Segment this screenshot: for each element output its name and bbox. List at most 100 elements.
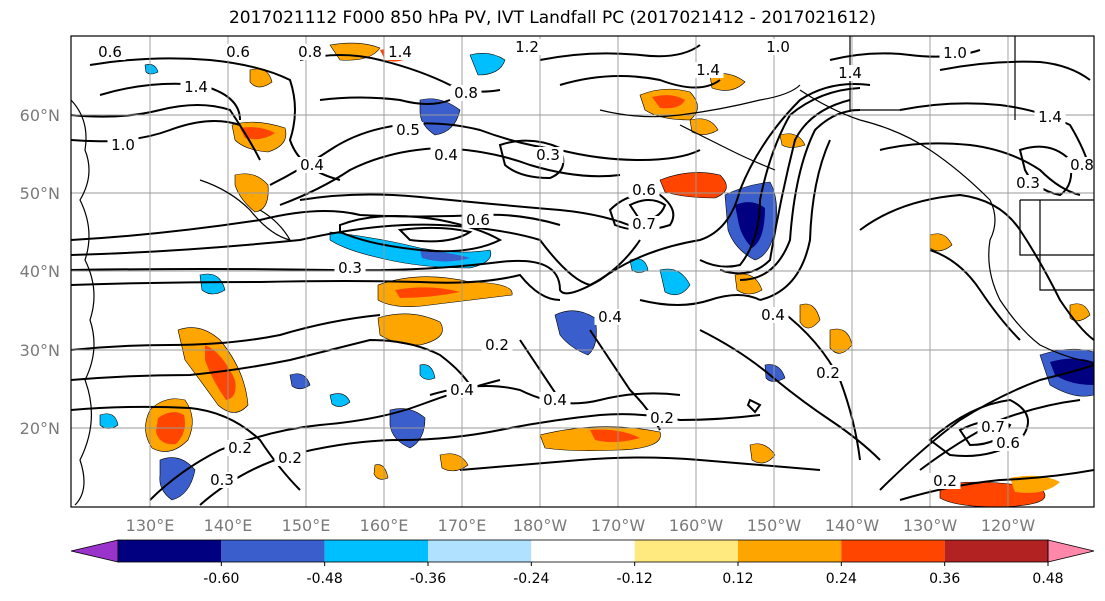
contour-label-bg — [481, 337, 513, 353]
colorbar-tick-label: 0.48 — [1032, 571, 1063, 587]
contour-label-bg — [511, 39, 543, 55]
lat-label: 20°N — [20, 419, 60, 438]
colorbar-tick-label: -0.24 — [513, 571, 549, 587]
lon-label: 140°E — [204, 516, 253, 535]
contour-label-bg — [206, 472, 238, 488]
colorbar-tick-label: -0.60 — [203, 571, 239, 587]
contour-label-bg — [462, 212, 494, 228]
colorbar-segment — [841, 540, 945, 562]
lat-label: 40°N — [20, 262, 60, 281]
contour-label: 0.6 — [466, 211, 490, 229]
contour-label: 0.3 — [210, 471, 234, 489]
contour-label-bg — [646, 410, 678, 426]
lon-label: 170°E — [438, 516, 487, 535]
contour-label-bg — [628, 216, 660, 232]
contour-label-bg — [180, 79, 212, 95]
contour-label-bg — [628, 182, 660, 198]
contour-label: 0.6 — [98, 43, 122, 61]
contour-label: 0.6 — [996, 434, 1020, 452]
lon-label: 160°E — [360, 516, 409, 535]
map-frame — [70, 35, 1095, 508]
lon-label: 180°W — [513, 516, 568, 535]
ivt-contour-lines — [71, 44, 1094, 506]
lon-label: 120°W — [981, 516, 1036, 535]
colorbar-segment — [738, 540, 842, 562]
contour-label: 0.2 — [278, 449, 302, 467]
contour-label-bg — [594, 309, 626, 325]
contour-label-bg — [294, 44, 326, 60]
contour-label: 0.4 — [450, 381, 474, 399]
colorbar-tick-label: 0.12 — [722, 571, 753, 587]
latitude-labels: 60°N 50°N 40°N 30°N 20°N — [20, 106, 60, 438]
contour-label-bg — [1066, 157, 1098, 173]
contour-label: 0.2 — [816, 364, 840, 382]
colorbar-frame — [117, 539, 1049, 563]
contour-label-bg — [929, 473, 961, 489]
contour-label-bg — [296, 157, 328, 173]
lon-label: 170°W — [591, 516, 646, 535]
contour-label-bg — [334, 260, 366, 276]
contour-label: 1.4 — [838, 64, 862, 82]
contour-label-bg — [392, 122, 424, 138]
contour-label: 0.7 — [981, 418, 1005, 436]
colorbar-segment — [324, 540, 428, 562]
contour-label: 1.4 — [184, 78, 208, 96]
colorbar-segment — [634, 540, 738, 562]
contour-label: 1.0 — [766, 38, 790, 56]
lat-label: 50°N — [20, 184, 60, 203]
colorbar-tick-label: -0.48 — [307, 571, 343, 587]
colorbar-tick-label: 0.36 — [929, 571, 960, 587]
contour-label: 0.4 — [434, 146, 458, 164]
lat-label: 60°N — [20, 106, 60, 125]
colorbar-extend-min — [70, 539, 119, 563]
contour-label-bg — [274, 450, 306, 466]
colorbar-tick-label: 0.24 — [826, 571, 857, 587]
colorbar-segment — [428, 540, 532, 562]
contour-label-bg — [1012, 175, 1044, 191]
contour-label: 0.7 — [632, 215, 656, 233]
lon-label: 130°W — [903, 516, 958, 535]
lon-label: 160°W — [669, 516, 724, 535]
coastlines — [71, 36, 1094, 506]
contour-label: 0.4 — [543, 391, 567, 409]
contour-label: 0.2 — [485, 336, 509, 354]
contour-label: 0.2 — [650, 409, 674, 427]
contour-label-bg — [1034, 109, 1066, 125]
contour-label: 1.0 — [943, 44, 967, 62]
contour-label: 0.4 — [761, 306, 785, 324]
lon-label: 130°E — [126, 516, 175, 535]
contour-label-bg — [692, 62, 724, 78]
contour-label-bg — [992, 435, 1024, 451]
contour-label: 0.3 — [1016, 174, 1040, 192]
lat-label: 30°N — [20, 341, 60, 360]
contour-label: 0.8 — [298, 43, 322, 61]
contour-label-bg — [430, 147, 462, 163]
contour-label: 0.8 — [1070, 156, 1094, 174]
contour-label-bg — [539, 392, 571, 408]
contour-label-bg — [107, 137, 139, 153]
contour-label: 0.4 — [598, 308, 622, 326]
colorbar-segment — [118, 540, 222, 562]
colorbar-extend-max — [1047, 539, 1095, 563]
contour-label: 0.6 — [226, 43, 250, 61]
contour-label: 1.0 — [111, 136, 135, 154]
contour-label-bg — [812, 365, 844, 381]
contour-label-bg — [834, 65, 866, 81]
contour-label: 0.5 — [396, 121, 420, 139]
contour-label-bg — [977, 419, 1009, 435]
contour-label: 0.4 — [300, 156, 324, 174]
colorbar: -0.60 -0.48 -0.36 -0.24 -0.12 0.12 0.24 0.36 0.4… — [70, 539, 1095, 587]
contour-label: 0.3 — [536, 146, 560, 164]
contour-label-bg — [222, 44, 254, 60]
contour-label: 1.4 — [388, 43, 412, 61]
contour-label-bg — [762, 39, 794, 55]
contour-label: 1.4 — [1038, 108, 1062, 126]
contour-label: 0.8 — [454, 84, 478, 102]
contour-label: 0.2 — [228, 439, 252, 457]
contour-label-bg — [939, 45, 971, 61]
contour-label-bg — [450, 85, 482, 101]
contour-label: 1.2 — [515, 38, 539, 56]
contour-label: 1.4 — [696, 61, 720, 79]
lon-label: 150°E — [282, 516, 331, 535]
